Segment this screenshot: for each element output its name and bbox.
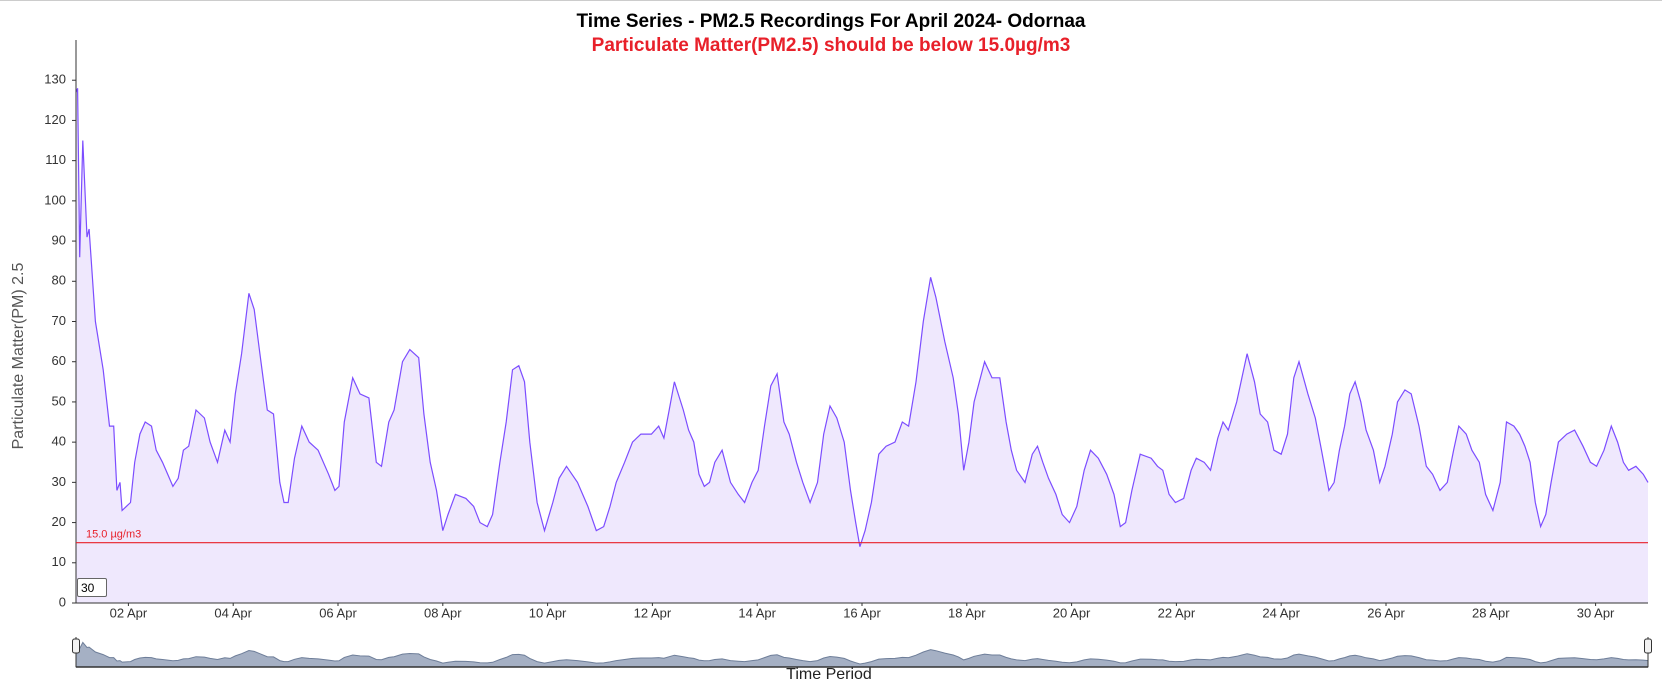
x-tick-label: 06 Apr	[319, 605, 357, 620]
y-tick-label: 70	[52, 313, 66, 328]
x-tick-label: 12 Apr	[634, 605, 672, 620]
chart-title: Time Series - PM2.5 Recordings For April…	[577, 11, 1086, 32]
x-tick-label: 18 Apr	[948, 605, 986, 620]
x-tick-label: 16 Apr	[843, 605, 881, 620]
y-tick-label: 100	[44, 192, 66, 207]
area-fill	[76, 88, 1648, 604]
y-tick-label: 120	[44, 112, 66, 127]
y-tick-label: 50	[52, 393, 66, 408]
y-tick-label: 20	[52, 514, 66, 529]
x-tick-label: 04 Apr	[214, 605, 252, 620]
x-tick-label: 20 Apr	[1053, 605, 1091, 620]
x-tick-label: 30 Apr	[1577, 605, 1615, 620]
navigator-handle[interactable]	[72, 638, 80, 654]
y-tick-label: 40	[52, 434, 66, 449]
range-input[interactable]: 30	[77, 578, 107, 597]
y-tick-label: 130	[44, 72, 66, 87]
y-tick-label: 30	[52, 474, 66, 489]
navigator-handle[interactable]	[1644, 638, 1652, 654]
x-tick-label: 02 Apr	[110, 605, 148, 620]
y-tick-label: 0	[59, 594, 66, 609]
chart-subtitle: Particulate Matter(PM2.5) should be belo…	[592, 35, 1071, 56]
navigator-area	[75, 639, 1649, 668]
data-line	[75, 88, 1649, 547]
y-tick-label: 80	[52, 273, 66, 288]
y-axis-label: Particulate Matter(PM) 2.5	[10, 263, 27, 450]
x-tick-label: 28 Apr	[1472, 605, 1510, 620]
x-tick-label: 22 Apr	[1158, 605, 1196, 620]
x-tick-label: 08 Apr	[424, 605, 462, 620]
x-axis-label: Time Period	[786, 666, 872, 683]
x-tick-label: 10 Apr	[529, 605, 567, 620]
y-tick-label: 60	[52, 353, 66, 368]
y-tick-label: 110	[45, 152, 66, 167]
x-tick-label: 14 Apr	[738, 605, 776, 620]
y-tick-label: 10	[52, 554, 66, 569]
threshold-label: 15.0 µg/m3	[86, 529, 141, 541]
x-tick-label: 24 Apr	[1262, 605, 1300, 620]
y-tick-label: 90	[52, 233, 66, 248]
x-tick-label: 26 Apr	[1367, 605, 1405, 620]
